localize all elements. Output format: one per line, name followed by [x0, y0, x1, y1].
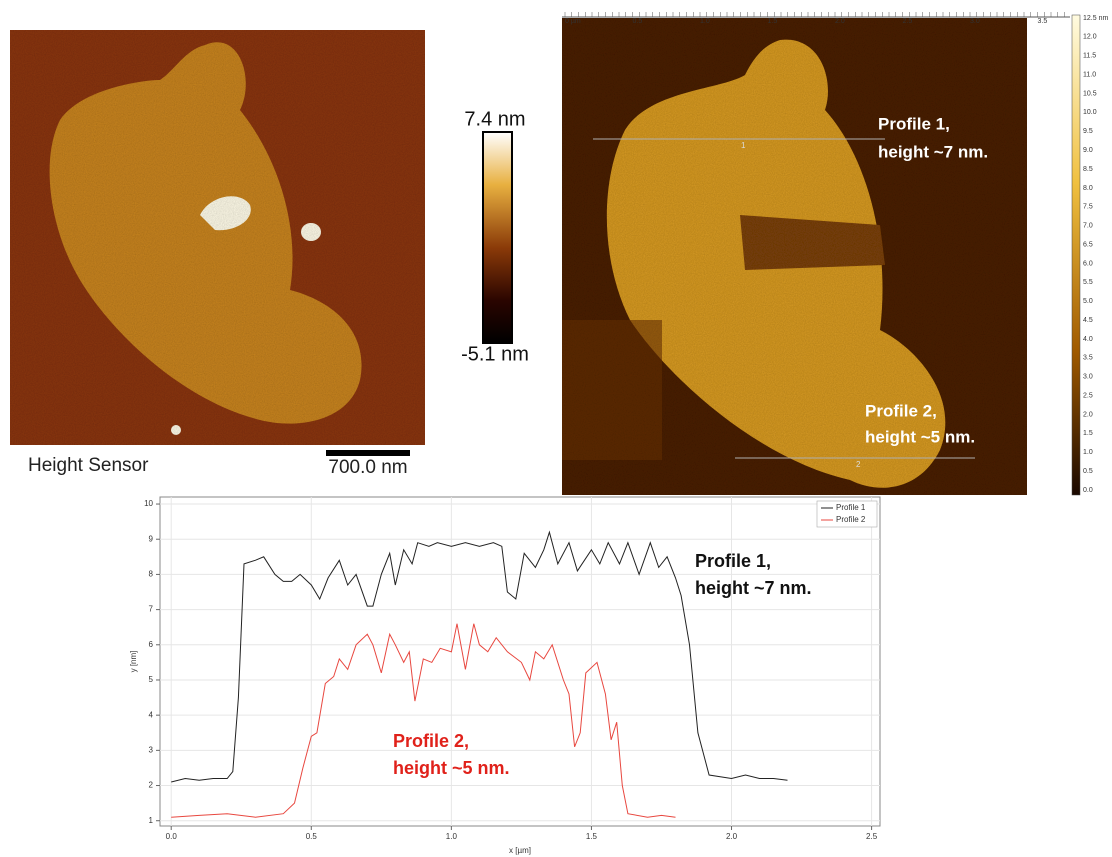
image-label: Height Sensor: [28, 455, 149, 476]
y-tick-label: 5: [149, 675, 154, 684]
annotation: height ~5 nm.: [865, 427, 975, 446]
colorbar-label: 8.5: [1083, 166, 1093, 173]
figure: Height Sensor 700.0 nm 7.4 nm -5.1 nm 1 …: [0, 0, 1112, 857]
y-tick-label: 1: [149, 816, 154, 825]
colorbar-label: 9.5: [1083, 128, 1093, 135]
ruler-label: 0.5: [633, 18, 643, 25]
legend-label: Profile 2: [836, 515, 866, 524]
y-tick-label: 7: [149, 605, 154, 614]
ruler-label: 2.0: [835, 18, 845, 25]
x-tick-label: 2.0: [726, 832, 738, 841]
colorbar-label: 2.0: [1083, 411, 1093, 418]
annotation: Profile 1,: [878, 114, 950, 133]
x-tick-label: 0.0: [166, 832, 178, 841]
ruler-label: 3.5: [1038, 18, 1048, 25]
colorbar-label: 1.5: [1083, 430, 1093, 437]
y-tick-label: 2: [149, 781, 154, 790]
colorbar-max: 7.4 nm: [464, 108, 525, 130]
afm-image-right: [562, 18, 1027, 495]
colorbar-label: 0.0: [1083, 487, 1093, 494]
profile-marker: 2: [856, 460, 861, 469]
colorbar-label: 0.5: [1083, 468, 1093, 475]
colorbar-label: 7.5: [1083, 204, 1093, 211]
y-tick-label: 6: [149, 640, 154, 649]
x-axis-label: x [µm]: [509, 846, 531, 855]
colorbar-label: 10.0: [1083, 109, 1097, 116]
colorbar: [483, 132, 512, 343]
ruler-label: 1.0: [700, 18, 710, 25]
afm-image-left: [10, 30, 425, 445]
colorbar-label: 5.0: [1083, 298, 1093, 305]
ruler-label: 3.0: [970, 18, 980, 25]
annotation: Profile 2,: [865, 401, 937, 420]
scale-bar: [326, 450, 410, 456]
colorbar-label: 3.5: [1083, 355, 1093, 362]
colorbar-label: 9.0: [1083, 147, 1093, 154]
colorbar-label: 12.5 nm: [1083, 15, 1108, 22]
x-tick-label: 1.5: [586, 832, 598, 841]
ruler-label: 1.5: [768, 18, 778, 25]
y-tick-label: 3: [149, 745, 154, 754]
colorbar-label: 6.5: [1083, 241, 1093, 248]
ruler-label: 0 µm: [565, 18, 581, 25]
annotation: Profile 1,: [695, 551, 771, 571]
colorbar-label: 8.0: [1083, 185, 1093, 192]
colorbar-label: 5.5: [1083, 279, 1093, 286]
y-axis-label: y [nm]: [129, 651, 138, 673]
y-tick-label: 4: [149, 710, 154, 719]
x-tick-label: 0.5: [306, 832, 318, 841]
colorbar-label: 4.5: [1083, 317, 1093, 324]
colorbar-label: 3.0: [1083, 374, 1093, 381]
y-tick-label: 10: [144, 499, 153, 508]
x-tick-label: 1.0: [446, 832, 458, 841]
colorbar-label: 2.5: [1083, 392, 1093, 399]
colorbar-label: 6.0: [1083, 260, 1093, 267]
y-tick-label: 9: [149, 534, 154, 543]
annotation: height ~5 nm.: [393, 758, 510, 778]
annotation: Profile 2,: [393, 731, 469, 751]
colorbar-label: 4.0: [1083, 336, 1093, 343]
profile-marker: 1: [741, 141, 746, 150]
colorbar-label: 1.0: [1083, 449, 1093, 456]
annotation: height ~7 nm.: [878, 142, 988, 161]
legend-label: Profile 1: [836, 503, 866, 512]
scale-bar-label: 700.0 nm: [328, 457, 407, 478]
colorbar: [1072, 15, 1080, 495]
colorbar-label: 11.5: [1083, 53, 1096, 60]
x-tick-label: 2.5: [866, 832, 878, 841]
colorbar-label: 10.5: [1083, 90, 1097, 97]
colorbar-min: -5.1 nm: [461, 343, 529, 365]
y-tick-label: 8: [149, 570, 154, 579]
colorbar-label: 7.0: [1083, 223, 1093, 230]
ruler-label: 2.5: [903, 18, 913, 25]
colorbar-label: 11.0: [1083, 71, 1096, 78]
colorbar-label: 12.0: [1083, 34, 1097, 41]
annotation: height ~7 nm.: [695, 578, 812, 598]
